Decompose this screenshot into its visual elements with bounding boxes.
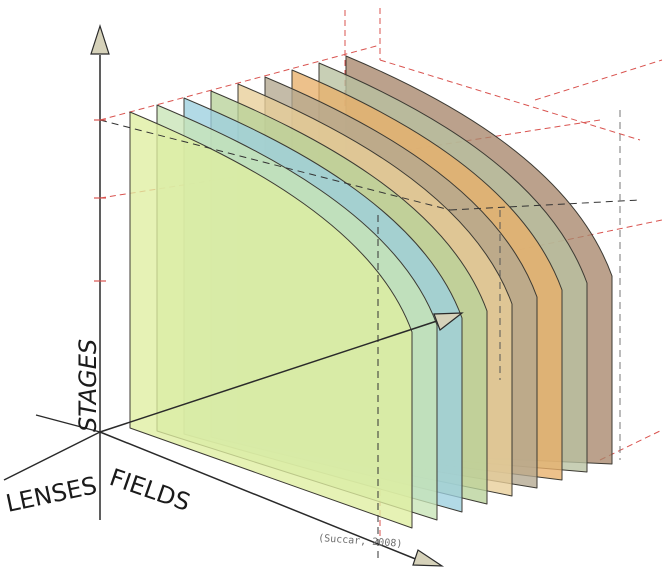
depth-axis <box>99 319 441 433</box>
depth-guides <box>99 110 641 560</box>
axes <box>3 24 464 567</box>
stages-axis-arrow <box>90 24 110 55</box>
layer-stack <box>129 55 613 529</box>
guide-dash <box>99 44 381 121</box>
lenses-axis <box>3 431 101 481</box>
lenses-label: LENSES <box>3 471 99 518</box>
fields-axis-arrow <box>412 549 445 567</box>
depth-axis-arrow <box>433 312 464 331</box>
depth-guide <box>99 119 451 211</box>
fields-label: FIELDS <box>106 463 194 517</box>
lenses-axis-ext <box>35 414 101 433</box>
guide-dash <box>379 59 641 141</box>
guide-dash <box>534 59 663 101</box>
fields-axis <box>99 431 419 561</box>
depth-guide <box>449 199 641 211</box>
source-credit: (Succar, 2008) <box>318 533 403 550</box>
stages-label: STAGES <box>74 339 102 432</box>
